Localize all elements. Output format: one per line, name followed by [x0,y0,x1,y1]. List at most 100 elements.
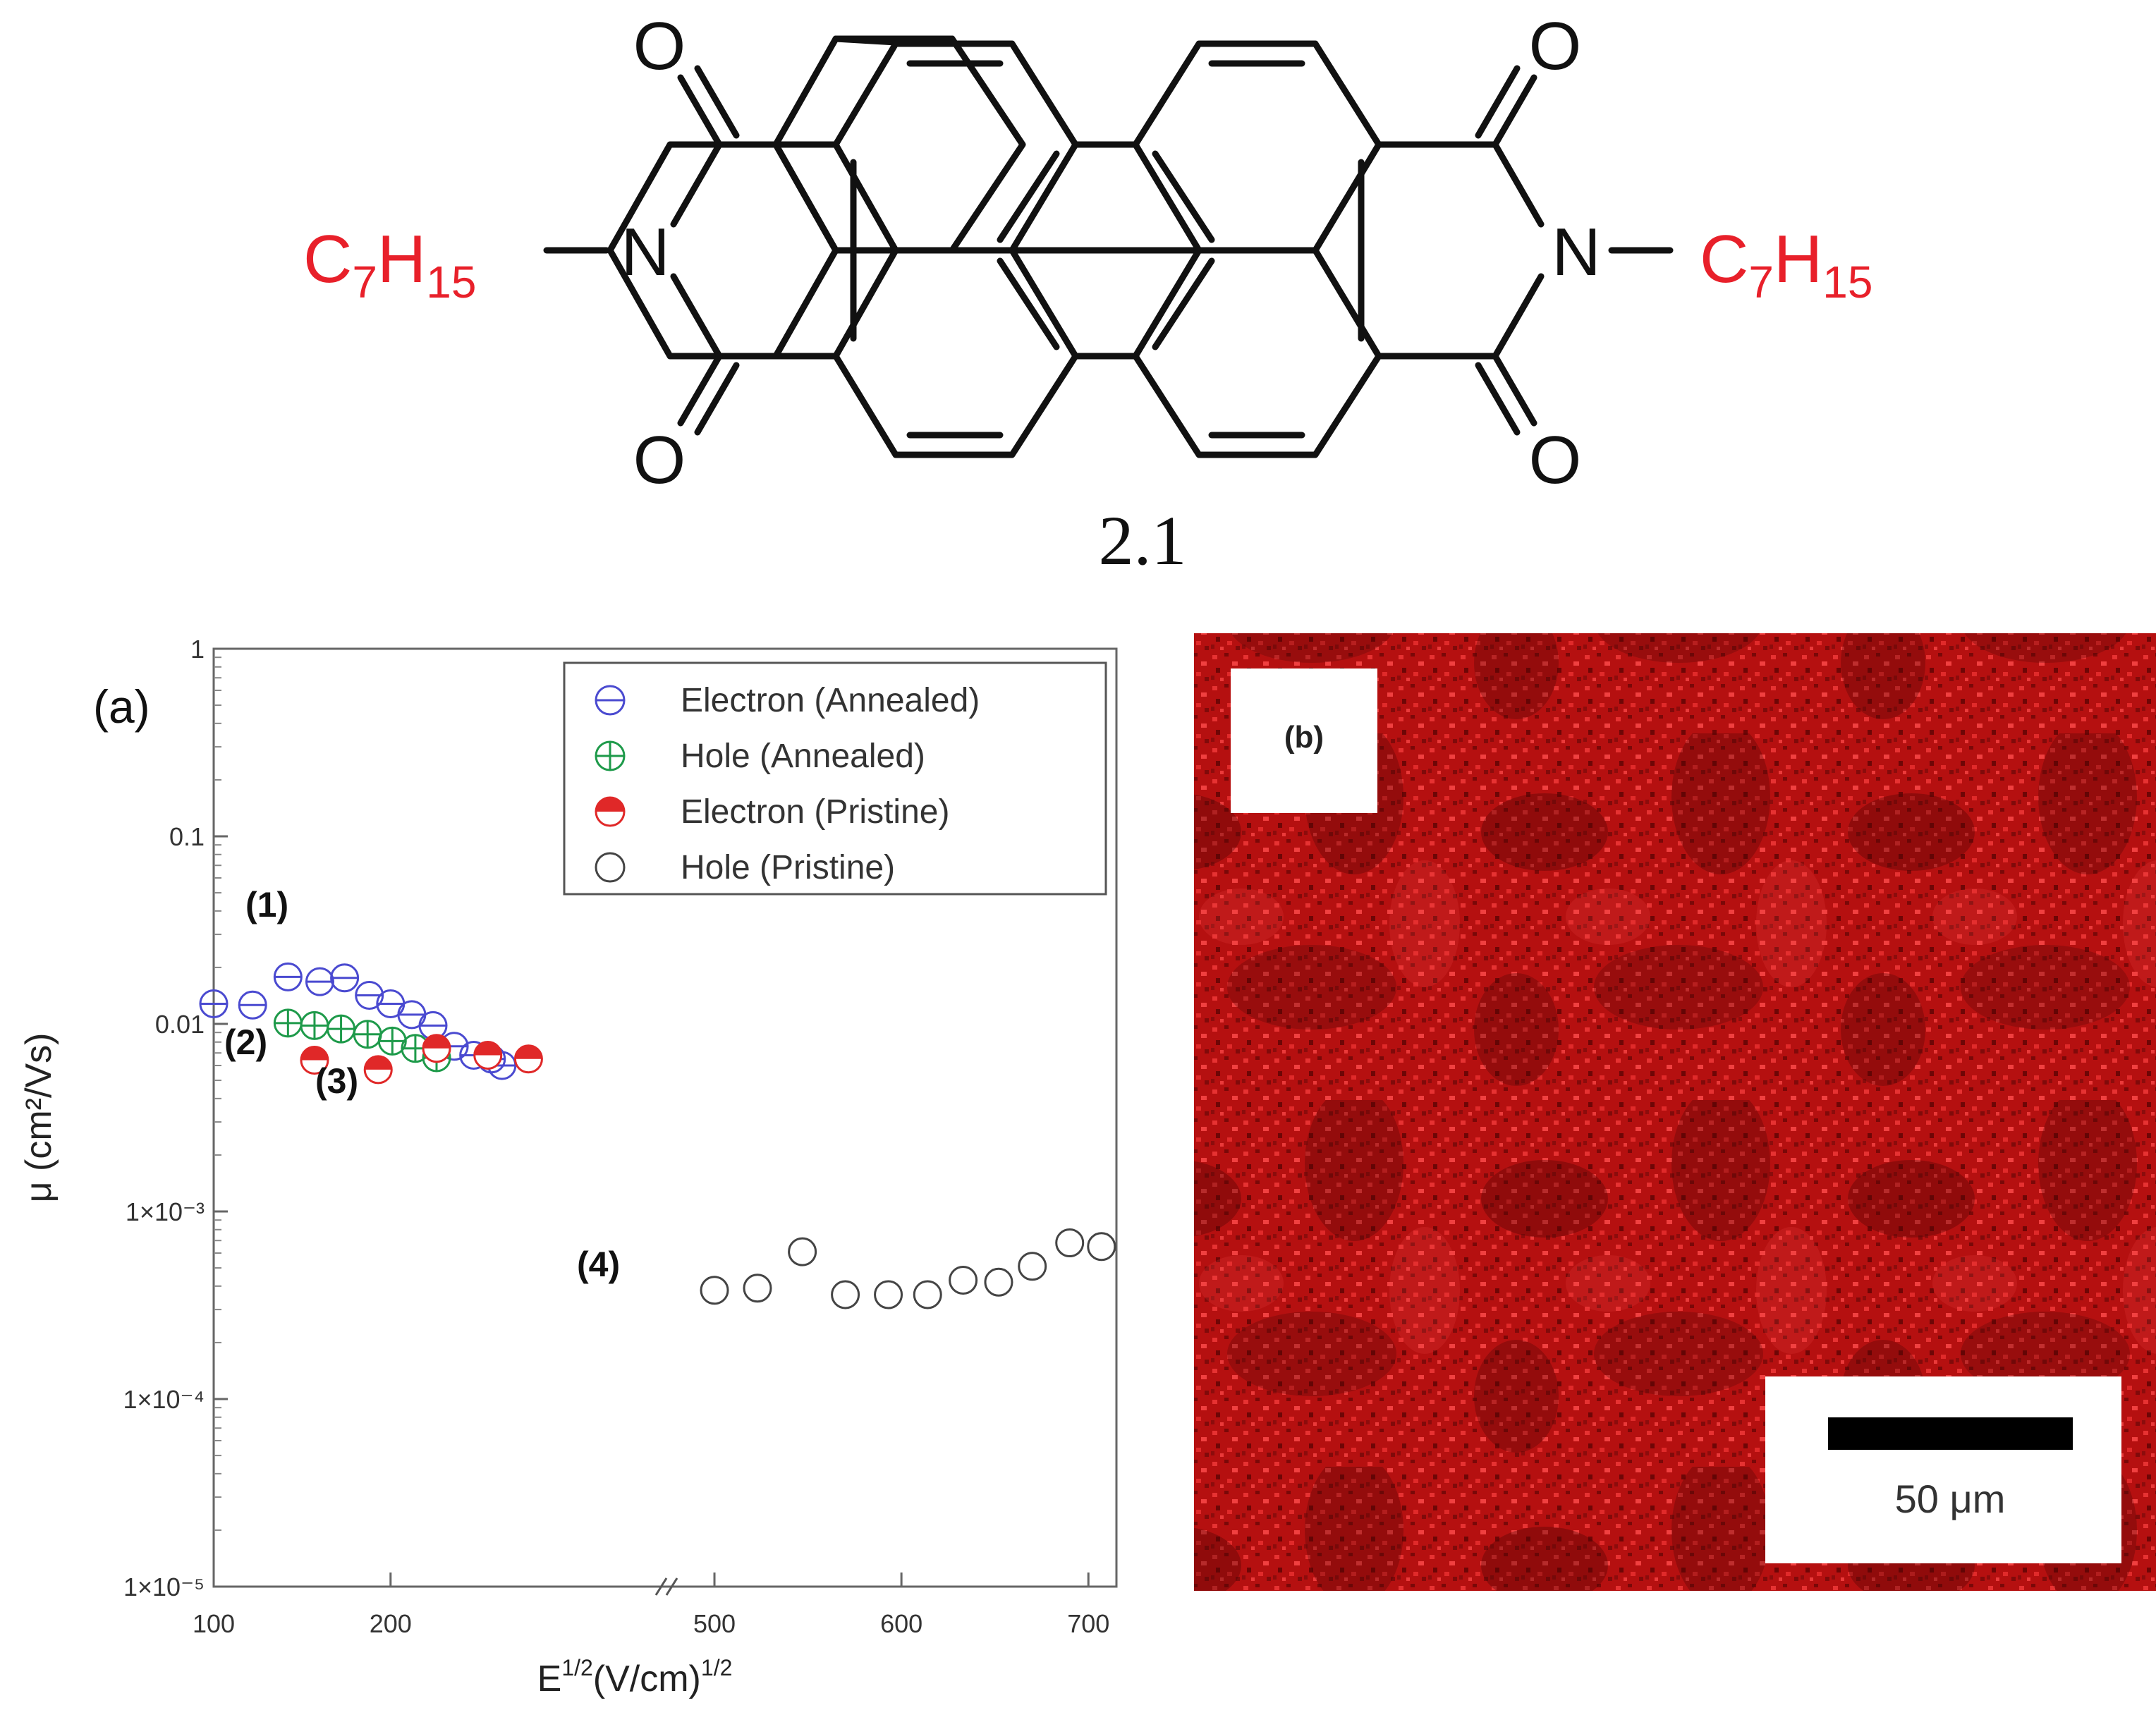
y-tick-label: 0.01 [155,1010,205,1039]
panel-label-box [1231,668,1377,813]
marker-fill [515,1045,542,1059]
marker-circle [913,1280,942,1309]
y-axis: 1 0.1 0.01 1×10⁻³ 1×10⁻⁴ 1×10⁻⁵ [123,635,228,1601]
annotation-1: (1) [245,885,288,924]
annotation-4: (4) [577,1245,620,1284]
x-axis: 100 200 500 600 700 [193,1573,1109,1638]
y-tick-label: 1×10⁻⁵ [123,1573,205,1601]
legend-box [563,661,1107,896]
y-tick-label: 1 [190,635,205,664]
legend-label: Electron (Pristine) [681,793,949,831]
annotation-3: (3) [315,1061,358,1101]
data-point [743,1274,772,1303]
marker-circle [743,1274,772,1303]
plot-frame [212,647,1118,1588]
data-points [199,962,1116,1309]
x-tick-label: 600 [880,1609,922,1638]
marker-fill [596,798,624,812]
legend-item: Electron (Pristine) [595,793,949,831]
x-tick-label: 500 [693,1609,736,1638]
data-point [327,1014,356,1044]
panel-label-a: (a) [93,680,150,733]
marker-circle [1055,1228,1085,1258]
nitrogen-label: N [621,214,669,290]
perylene-core [543,40,1674,458]
marker-circle [831,1280,860,1309]
legend-item: Hole (Pristine) [595,849,895,886]
marker-circle [984,1267,1013,1297]
marker-fill [474,1042,501,1056]
marker-circle [788,1237,817,1266]
oxygen-label: O [633,422,686,498]
legend-item: Hole (Annealed) [595,738,925,775]
marker-circle [1087,1232,1116,1262]
data-point [377,1026,407,1056]
data-point [831,1280,860,1309]
data-point [422,1034,451,1063]
y-tick-label: 1×10⁻³ [126,1197,205,1226]
legend-label: Electron (Annealed) [681,682,980,719]
structure-atoms: O O O O N N C7H15 C7H15 2.1 [303,8,1872,580]
scale-bar [1828,1417,2073,1450]
scale-bar-label: 50 μm [1895,1477,2006,1521]
panel-b-micrograph: (b) 50 μm [1194,633,2156,1591]
data-point [273,1008,303,1038]
y-tick-label: 1×10⁻⁴ [123,1385,205,1414]
data-point [949,1265,978,1295]
marker-circle [1018,1252,1047,1281]
oxygen-label: O [1529,422,1582,498]
data-point [473,1041,503,1070]
data-point [238,990,267,1020]
data-point [1087,1232,1116,1262]
marker-fill [365,1056,392,1070]
scale-bar-box [1765,1376,2121,1563]
marker-circle [700,1276,729,1305]
marker-circle [595,852,626,883]
axis-break [654,1577,678,1596]
x-tick-label: 700 [1067,1609,1109,1638]
panel-label-b: (b) [1284,720,1324,755]
data-point [984,1267,1013,1297]
data-point [1055,1228,1085,1258]
x-tick-label: 200 [370,1609,412,1638]
compound-number: 2.1 [1099,501,1187,580]
data-point [300,1046,329,1075]
data-point [305,967,334,996]
annotation-2: (2) [224,1022,267,1062]
marker-fill [300,1046,328,1061]
data-point [300,1010,329,1040]
panel-a-chart: 1 0.1 0.01 1×10⁻³ 1×10⁻⁴ 1×10⁻⁵ 100 200 500 600 7… [18,635,1118,1699]
left-substituent: C7H15 [303,221,476,307]
data-point [397,1000,427,1030]
marker-circle [949,1265,978,1295]
data-point [1018,1252,1047,1281]
y-tick-label: 0.1 [169,822,205,851]
data-point [700,1276,729,1305]
x-tick-label: 100 [193,1609,235,1638]
data-point [199,989,229,1018]
legend-label: Hole (Annealed) [681,738,925,775]
data-point [330,963,360,993]
oxygen-label: O [1529,8,1582,84]
chemical-structure [607,35,1026,360]
legend-label: Hole (Pristine) [681,849,895,886]
data-point [788,1237,817,1266]
data-point [376,989,406,1018]
legend: Electron (Annealed) Hole (Annealed) Electr… [563,661,1107,896]
marker-circle [874,1280,903,1309]
data-point [355,980,384,1010]
marker-fill [423,1034,451,1049]
ring-left-middle [607,141,839,360]
y-axis-title: μ (cm²/Vs) [18,1033,59,1203]
nitrogen-label: N [1552,214,1600,290]
data-point [874,1280,903,1309]
data-point [363,1055,393,1085]
right-substituent: C7H15 [1700,221,1872,307]
data-point [913,1280,942,1309]
data-point [513,1044,543,1074]
oxygen-label: O [633,8,686,84]
legend-item: Electron (Annealed) [595,682,980,719]
data-point [353,1020,382,1049]
data-point [273,962,303,991]
